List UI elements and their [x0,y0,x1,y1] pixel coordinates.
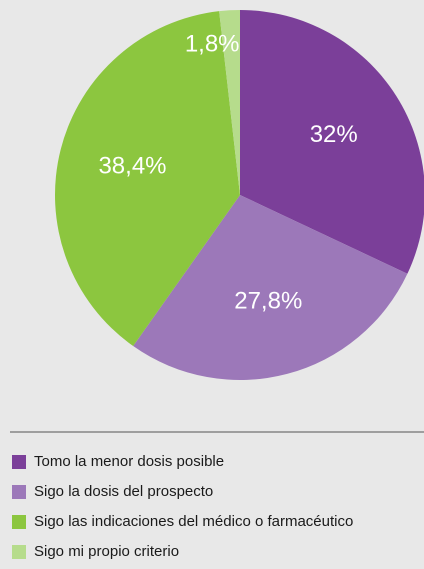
pie-slice [240,10,424,274]
legend-swatch [12,515,26,529]
legend-swatch [12,455,26,469]
legend-swatch [12,545,26,559]
pie-slice [55,11,240,347]
value-label: 32% [310,121,358,148]
value-label: 38,4% [98,153,166,180]
pie-slice [133,195,408,380]
value-label: 27,8% [234,288,302,315]
legend-label: Sigo mi propio criterio [34,543,179,560]
legend-label: Sigo las indicaciones del médico o farma… [34,513,353,530]
legend-swatch [12,485,26,499]
pie-slice [219,10,240,195]
legend-label: Tomo la menor dosis posible [34,453,224,470]
value-label: 1,8% [185,31,240,58]
legend-label: Sigo la dosis del prospecto [34,483,213,500]
